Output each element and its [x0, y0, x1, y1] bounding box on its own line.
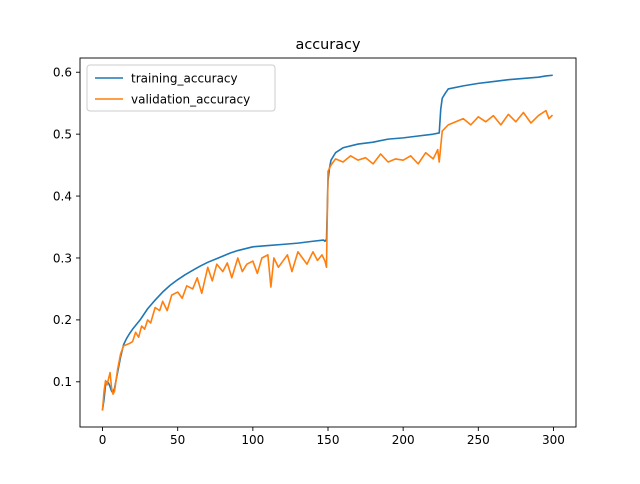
chart-title: accuracy: [296, 37, 361, 53]
x-tick-label: 0: [99, 433, 107, 447]
y-tick-label: 0.6: [53, 66, 72, 80]
series-line-validation-accuracy: [101, 109, 554, 411]
y-tick-label: 0.4: [53, 189, 72, 203]
x-tick-label: 200: [392, 433, 415, 447]
legend: training_accuracy validation_accuracy: [86, 64, 276, 112]
legend-label: training_accuracy: [131, 71, 238, 85]
x-tick-label: 300: [542, 433, 565, 447]
y-tick-label: 0.5: [53, 127, 72, 141]
legend-box: [86, 64, 276, 112]
legend-label: validation_accuracy: [131, 92, 250, 106]
axes: 0 50 100 150 200 250 300 0.1 0.2 0.3 0.4 0.5 0.6: [53, 57, 577, 447]
plot-area: [101, 74, 554, 411]
x-tick-label: 150: [317, 433, 340, 447]
x-tick-label: 50: [170, 433, 185, 447]
x-tick-label: 100: [241, 433, 264, 447]
x-tick-label: 250: [467, 433, 490, 447]
y-tick-label: 0.2: [53, 313, 72, 327]
y-tick-label: 0.3: [53, 251, 72, 265]
y-tick-label: 0.1: [53, 375, 72, 389]
